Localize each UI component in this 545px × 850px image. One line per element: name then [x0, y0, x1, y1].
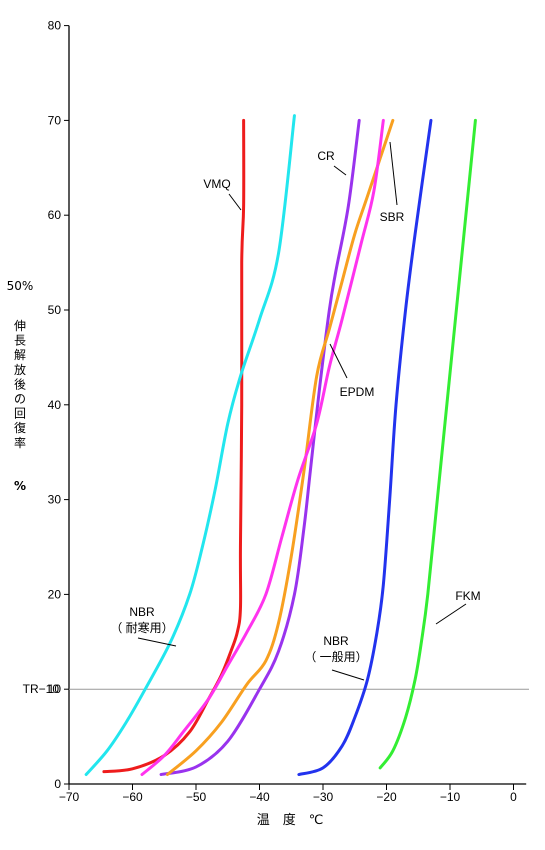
- x-tick-label: 0: [510, 790, 517, 804]
- annotation-leader-6: [435, 603, 467, 625]
- annotation-leader-1: [137, 637, 177, 647]
- series-line-3-sbr: [165, 118, 395, 777]
- y-axis-title-char: 解: [14, 348, 26, 362]
- annotation-leader-2: [333, 165, 347, 176]
- y-tick-label: 50: [48, 303, 62, 317]
- y-axis-title-char: 伸: [14, 319, 26, 333]
- y-axis-title-char: 50%: [7, 279, 34, 293]
- annotation-sub-5: （ 一般用）: [304, 649, 367, 664]
- series-line-5-nbr: [297, 118, 433, 777]
- x-tick-label: −30: [313, 790, 334, 804]
- annotation-leader-4: [329, 343, 348, 379]
- annotation-leader-3: [389, 141, 398, 206]
- y-axis-title-char: 放: [14, 362, 26, 377]
- axes: −70 −60 −50 −40 −30 −20 −10 0 0 10 20 30 40 50 60 70 80: [48, 19, 527, 804]
- x-tick-label: −20: [376, 790, 397, 804]
- annotation-nbr-5: NBR: [323, 634, 349, 648]
- y-tick-label: 70: [48, 113, 62, 127]
- y-axis-title-char: 率: [14, 435, 26, 450]
- y-tick-label: 20: [48, 587, 62, 601]
- y-axis-title-char: 後: [14, 377, 26, 391]
- annotation-leader-0: [228, 193, 242, 211]
- series-line-6-fkm: [378, 118, 477, 770]
- annotation-leader-5: [331, 669, 365, 681]
- series-line-1-nbr: [84, 114, 296, 777]
- y-tick-label: 0: [54, 777, 61, 791]
- reference-line-group: TR−10: [23, 682, 529, 696]
- series-line-2-cr: [159, 118, 361, 777]
- annotation-fkm-6: FKM: [455, 589, 480, 603]
- y-axis-title-char: の: [14, 392, 26, 406]
- annotation-vmq-0: VMQ: [203, 177, 230, 191]
- y-tick-label: 10: [48, 682, 62, 696]
- tr10-label: TR−10: [23, 682, 60, 696]
- x-tick-label: −50: [186, 790, 207, 804]
- annotation-epdm-4: EPDM: [340, 385, 375, 399]
- y-tick-label: 60: [48, 208, 62, 222]
- y-tick-label: 40: [48, 398, 62, 412]
- x-tick-label: −10: [440, 790, 461, 804]
- annotation-sbr-3: SBR: [380, 210, 405, 224]
- y-axis-title-char: 長: [14, 334, 26, 348]
- x-axis-title: 温 度 ℃: [257, 812, 324, 828]
- y-tick-label: 30: [48, 493, 62, 507]
- y-tick-label: 80: [48, 19, 62, 33]
- series-line-4-epdm: [140, 118, 385, 777]
- annotation-cr-2: CR: [317, 149, 335, 163]
- x-tick-label: −40: [249, 790, 270, 804]
- series-group: [84, 114, 477, 777]
- annotation-nbr-1: NBR: [129, 605, 155, 619]
- annotation-sub-1: （ 耐寒用）: [110, 620, 173, 635]
- series-line-0-vmq: [102, 118, 246, 774]
- y-axis-title-char: 復: [14, 420, 26, 435]
- x-tick-label: −70: [59, 790, 80, 804]
- x-tick-label: −60: [122, 790, 143, 804]
- y-axis-title-char: 回: [14, 407, 26, 421]
- y-axis-title-char: %: [14, 479, 26, 493]
